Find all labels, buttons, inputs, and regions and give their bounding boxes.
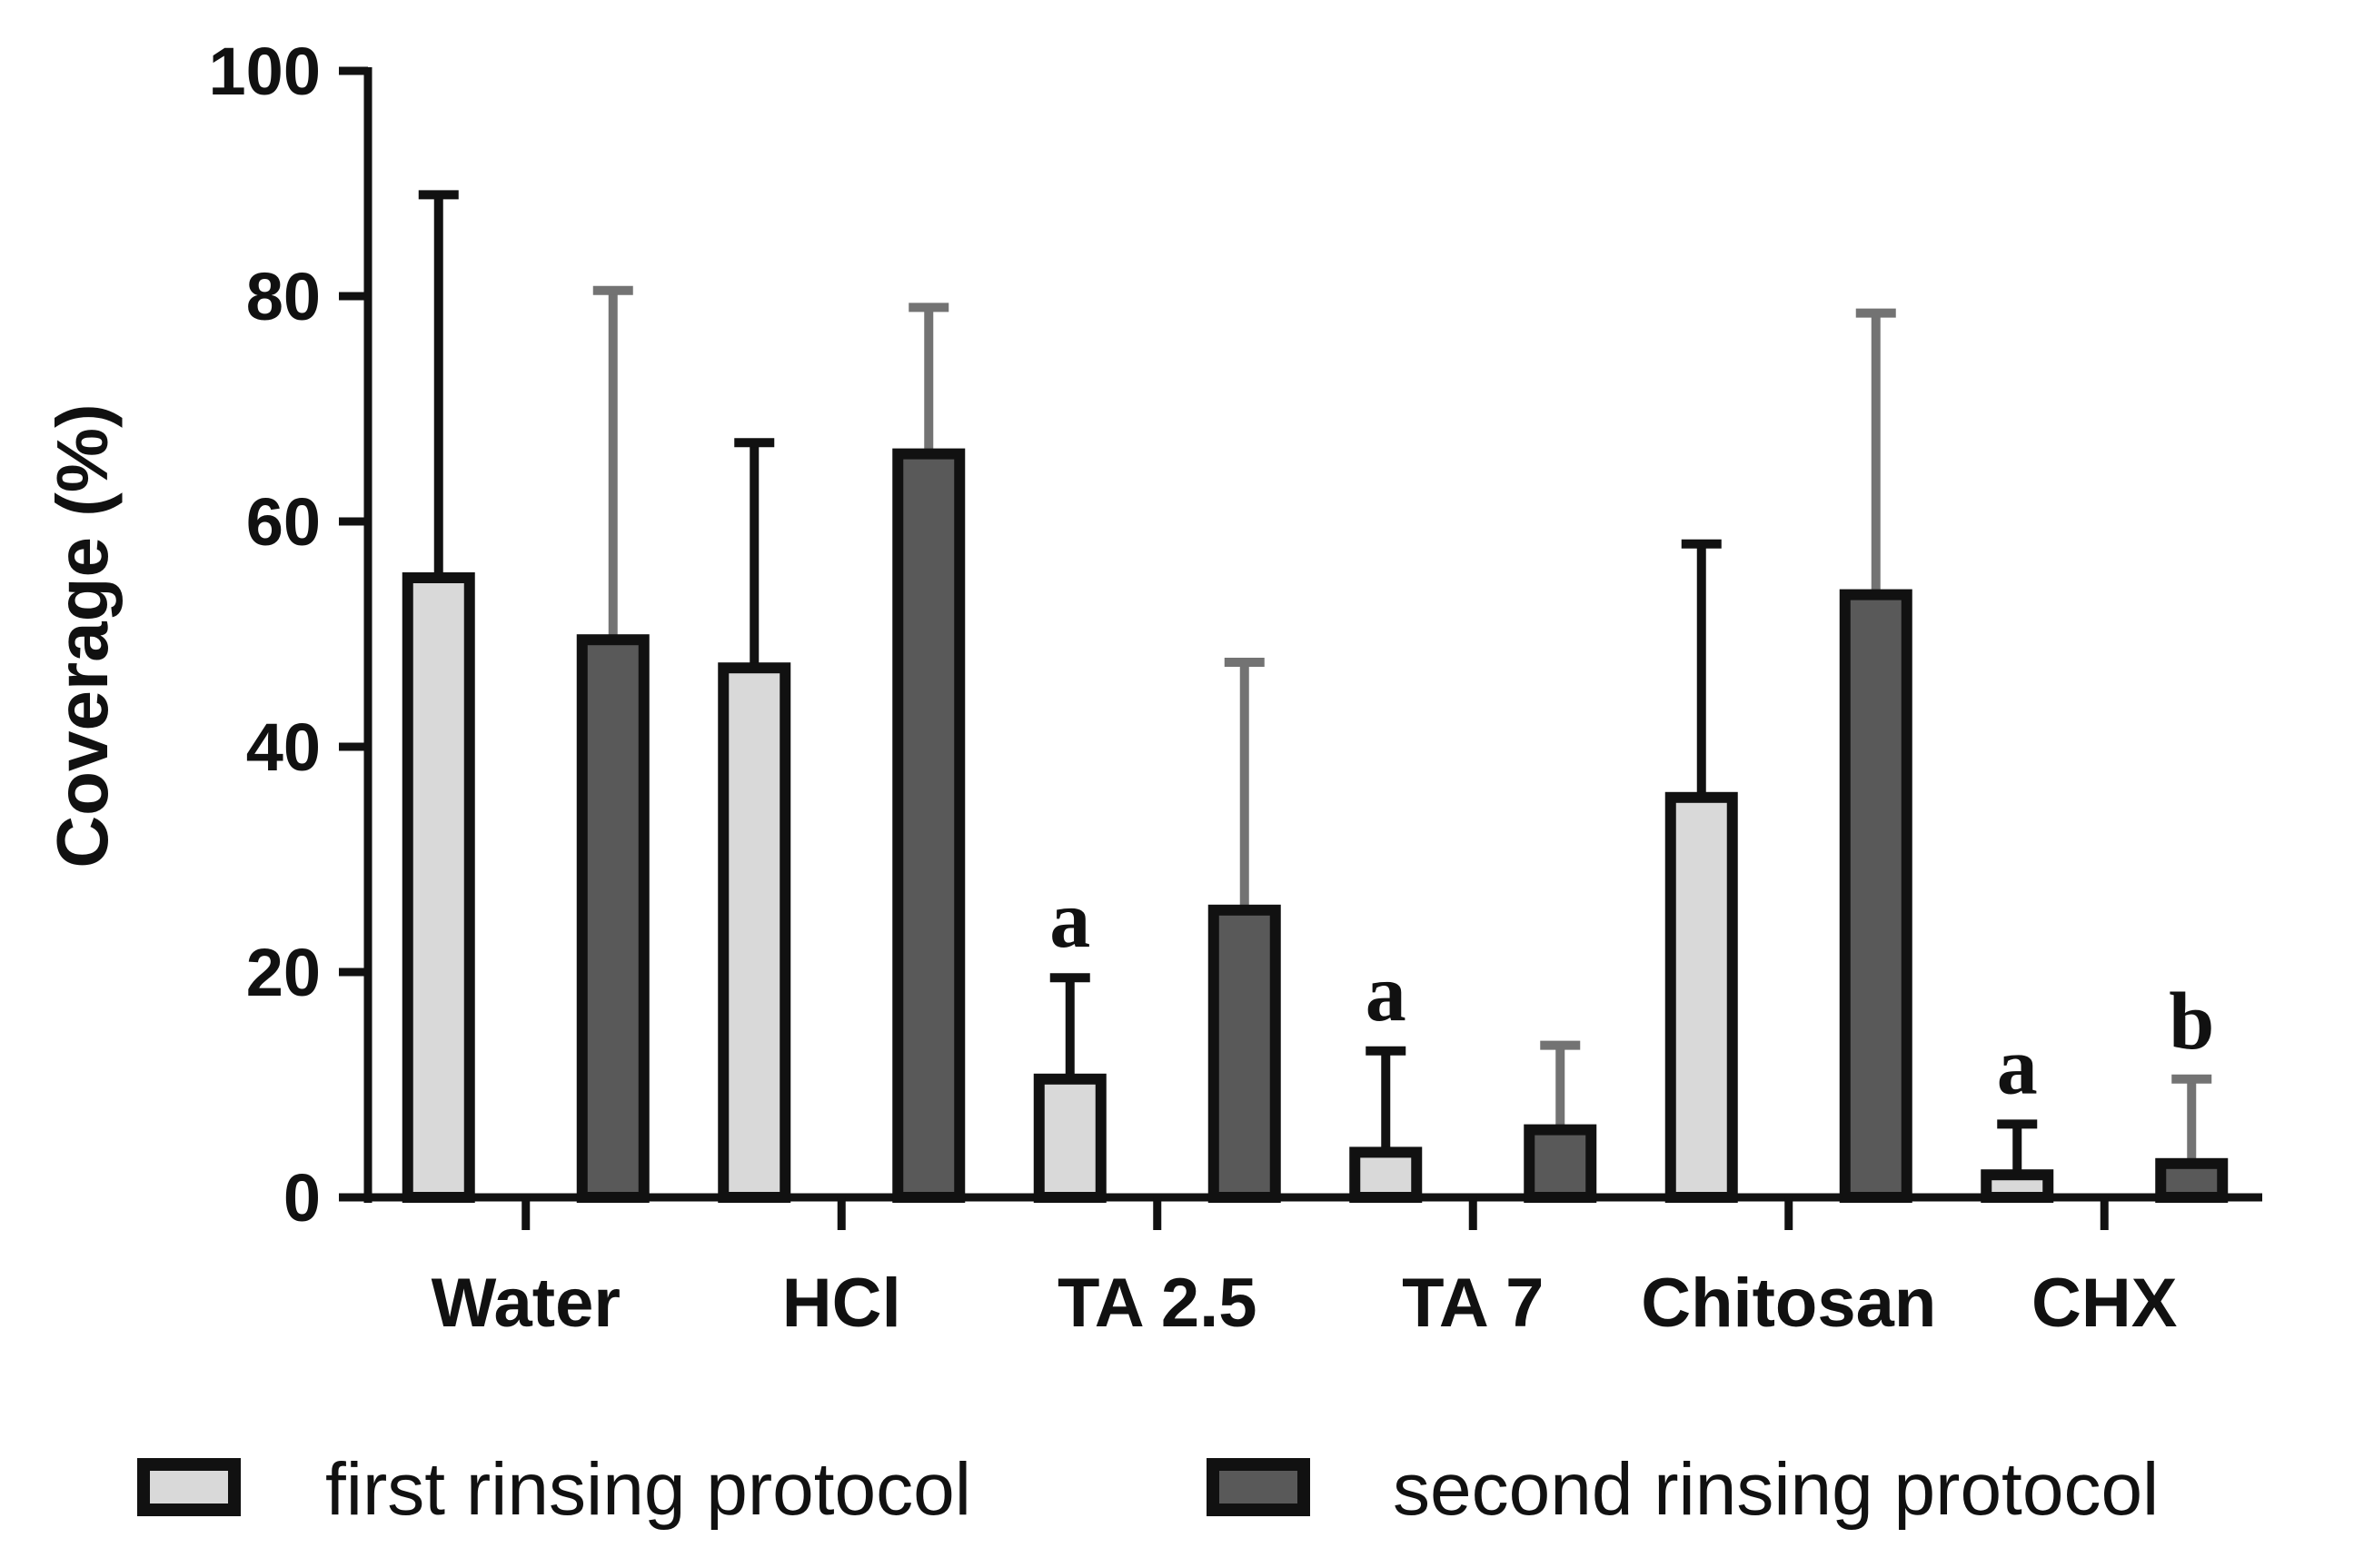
x-tick-label-chitosan: Chitosan [1641,1265,1936,1342]
legend: first rinsing protocol second rinsing pr… [137,1448,2159,1531]
y-tick-label: 60 [246,484,321,560]
y-tick-label: 100 [209,34,321,109]
y-tick-label: 20 [246,935,321,1010]
legend-swatch-second [1207,1458,1310,1516]
bar-second-rinsing-protocol-ta-2-5 [1207,904,1281,1203]
annotation-first-rinsing-protocol-chx: a [1997,1021,2038,1111]
legend-label-second: second rinsing protocol [1393,1448,2159,1531]
legend-label-first: first rinsing protocol [325,1448,971,1531]
bars [402,190,2229,1204]
x-tick-label-ta-7: TA 7 [1402,1265,1544,1342]
annotation-first-rinsing-protocol-ta-2-5: a [1049,875,1090,965]
bar-first-rinsing-protocol-hcl [718,662,791,1203]
bar-second-rinsing-protocol-hcl [892,448,966,1204]
y-tick-label: 80 [246,259,321,334]
bar-second-rinsing-protocol-water [576,634,650,1203]
y-tick-label: 0 [283,1160,321,1236]
y-tick-label: 40 [246,710,321,785]
y-axis-title: Coverage (%) [42,403,123,868]
bar-first-rinsing-protocol-chx [1981,1169,2054,1203]
x-tick-label-water: Water [432,1265,621,1342]
annotation-first-rinsing-protocol-ta-7: a [1366,948,1406,1038]
x-tick-label-ta-2-5: TA 2.5 [1058,1265,1257,1342]
bar-second-rinsing-protocol-chitosan [1839,589,1912,1203]
annotation-second-rinsing-protocol-chx: b [2169,977,2214,1067]
significance-annotations: a a a b [1049,875,2214,1111]
legend-swatch-first [137,1458,241,1516]
x-tick-label-chx: CHX [2031,1265,2178,1342]
bar-first-rinsing-protocol-ta-2-5 [1033,1073,1107,1204]
x-axis: Water HCl TA 2.5 TA 7 Chitosan CHX [364,1193,2262,1342]
x-tick-label-hcl: HCl [782,1265,901,1342]
bar-second-rinsing-protocol-ta-7 [1524,1124,1597,1203]
bar-first-rinsing-protocol-chitosan [1664,791,1738,1203]
y-axis: 0 20 40 60 80 100 [209,34,372,1236]
bar-second-rinsing-protocol-chx [2155,1157,2229,1204]
bar-first-rinsing-protocol-ta-7 [1349,1146,1423,1204]
bar-first-rinsing-protocol-water [402,572,475,1203]
